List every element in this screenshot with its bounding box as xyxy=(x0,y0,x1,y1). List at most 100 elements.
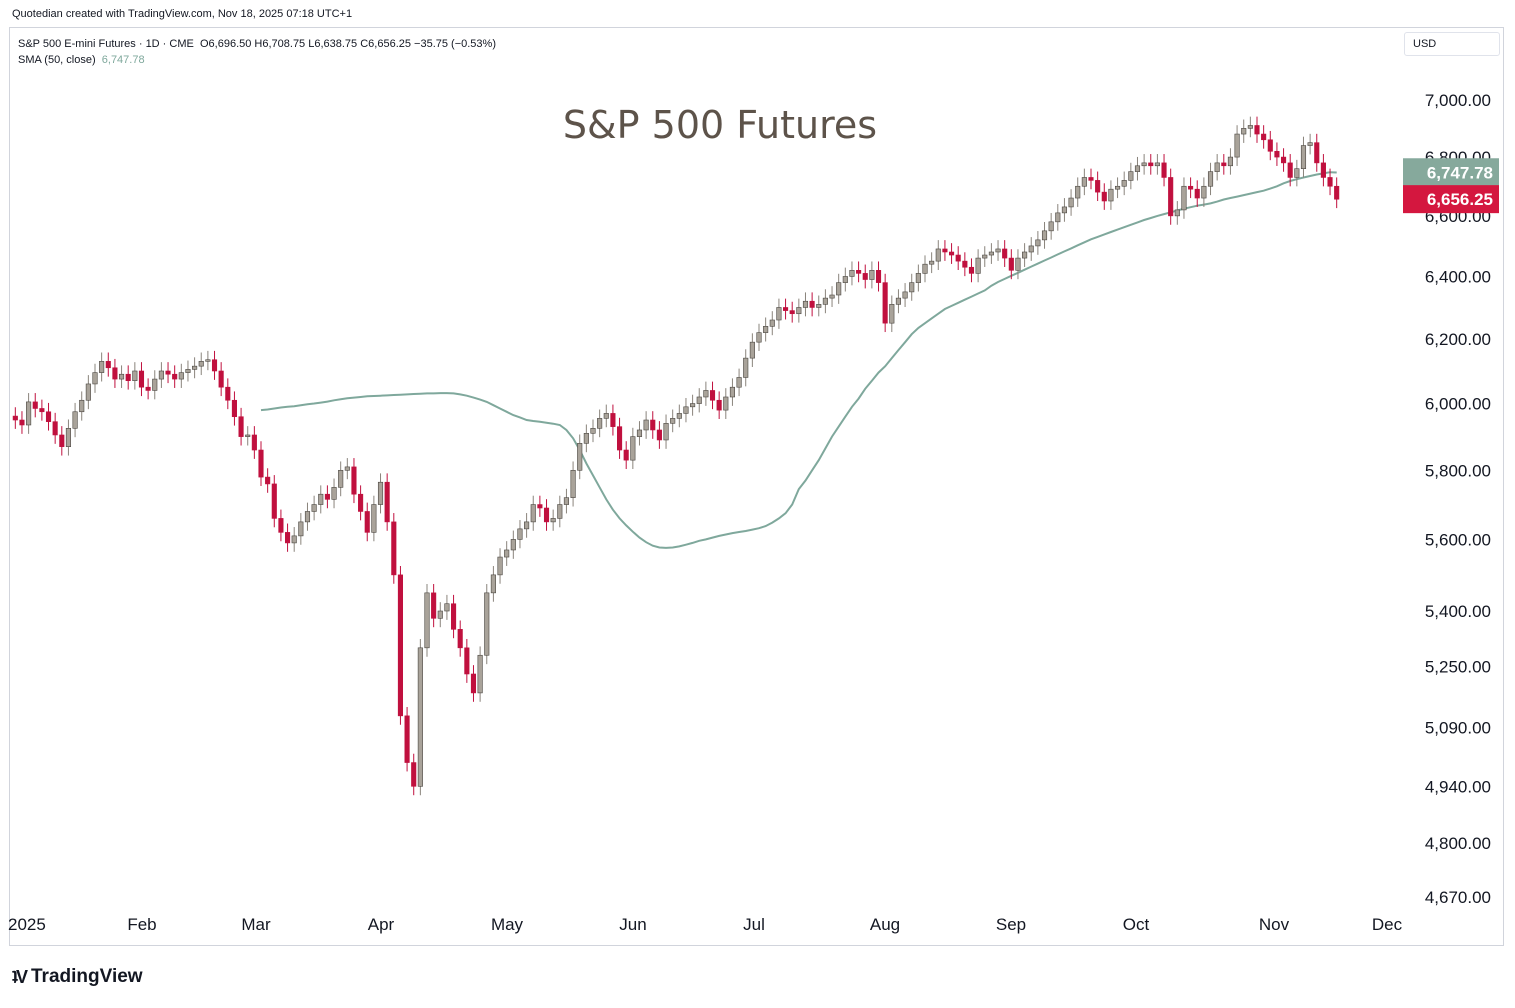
candle xyxy=(723,388,729,419)
candle xyxy=(26,393,32,434)
candle xyxy=(1188,177,1194,199)
x-tick-label: Oct xyxy=(1123,915,1150,934)
candle xyxy=(1241,119,1247,143)
candle xyxy=(431,584,437,628)
candle xyxy=(384,473,390,531)
candle xyxy=(1088,168,1094,190)
candle xyxy=(822,289,828,314)
candle xyxy=(304,502,311,531)
x-tick-label: Sep xyxy=(996,915,1026,934)
candle xyxy=(842,267,848,292)
candle xyxy=(955,246,961,271)
candle xyxy=(749,333,755,368)
candle xyxy=(1141,154,1147,175)
candle xyxy=(597,409,603,438)
candle xyxy=(776,298,782,329)
candle xyxy=(457,620,463,657)
candle xyxy=(769,311,775,336)
candle xyxy=(1061,198,1067,222)
candle xyxy=(975,249,981,283)
currency-selector[interactable]: USD xyxy=(1404,32,1500,56)
candle xyxy=(988,243,994,264)
chart-frame xyxy=(9,27,1504,946)
candle xyxy=(789,301,795,323)
candle xyxy=(895,289,901,314)
candle xyxy=(490,566,496,602)
candle xyxy=(909,273,915,301)
candle xyxy=(158,362,164,388)
candle xyxy=(1207,162,1214,196)
candle xyxy=(1261,125,1267,149)
instrument-name[interactable]: S&P 500 E-mini Futures · 1D · CME xyxy=(18,38,194,50)
candle xyxy=(484,584,490,665)
candle xyxy=(543,499,550,531)
x-tick-label: May xyxy=(491,915,524,934)
candle xyxy=(504,541,510,566)
candle xyxy=(743,349,749,387)
price-chart[interactable]: S&P 500 Futures 7,000.006,800.006,600.00… xyxy=(0,0,1515,960)
candle xyxy=(404,707,410,772)
candle xyxy=(1148,154,1154,175)
candle xyxy=(1035,231,1041,255)
candle xyxy=(85,375,91,410)
candle xyxy=(1314,133,1320,172)
candle xyxy=(623,441,629,470)
candle xyxy=(856,261,862,283)
candle xyxy=(65,419,71,456)
y-tick-label: 6,000.00 xyxy=(1425,395,1491,414)
y-tick-label: 5,800.00 xyxy=(1425,461,1491,480)
candle xyxy=(464,638,470,683)
candle xyxy=(1075,177,1081,207)
candle xyxy=(603,404,609,428)
candle xyxy=(165,362,171,384)
tradingview-logo[interactable]: ʇV TradingView xyxy=(12,966,143,988)
candle xyxy=(145,378,151,400)
candle xyxy=(849,261,855,286)
candle xyxy=(271,475,277,528)
candle xyxy=(736,368,742,397)
candle xyxy=(417,638,423,796)
candle xyxy=(942,240,948,261)
candle xyxy=(205,350,211,371)
candle xyxy=(59,426,65,456)
x-tick-label: Aug xyxy=(870,915,900,934)
candle xyxy=(902,283,908,307)
candle xyxy=(32,393,38,418)
candle xyxy=(875,261,882,292)
candle xyxy=(524,513,530,538)
candle xyxy=(802,292,809,317)
candle xyxy=(1300,136,1307,178)
candle xyxy=(451,594,457,639)
candle xyxy=(889,295,895,333)
candle xyxy=(112,358,118,388)
candle xyxy=(1128,162,1134,190)
candle xyxy=(1015,249,1021,280)
candle xyxy=(1294,159,1300,187)
candle xyxy=(198,352,204,376)
y-tick-label: 4,940.00 xyxy=(1425,777,1491,796)
candle xyxy=(1287,154,1293,187)
candle xyxy=(285,523,291,552)
candle xyxy=(716,391,722,419)
x-tick-label: Jul xyxy=(743,915,765,934)
x-tick-label: Mar xyxy=(241,915,271,934)
x-tick-label: Apr xyxy=(368,915,395,934)
candle xyxy=(696,388,702,413)
candle xyxy=(298,513,304,545)
candle xyxy=(470,665,477,702)
svg-text:6,656.25: 6,656.25 xyxy=(1427,190,1493,209)
candle xyxy=(172,365,178,388)
candle xyxy=(563,488,569,514)
candle xyxy=(537,495,543,517)
sma-label[interactable]: SMA (50, close) xyxy=(18,54,96,66)
candle xyxy=(138,362,145,397)
candle xyxy=(331,478,337,509)
chart-caption: Quotedian created with TradingView.com, … xyxy=(12,8,353,20)
candle xyxy=(1214,154,1220,181)
candle xyxy=(1221,154,1227,175)
candle xyxy=(510,530,516,559)
candle xyxy=(338,461,344,497)
candle xyxy=(477,646,483,702)
candle xyxy=(915,264,921,292)
candle xyxy=(351,458,357,504)
